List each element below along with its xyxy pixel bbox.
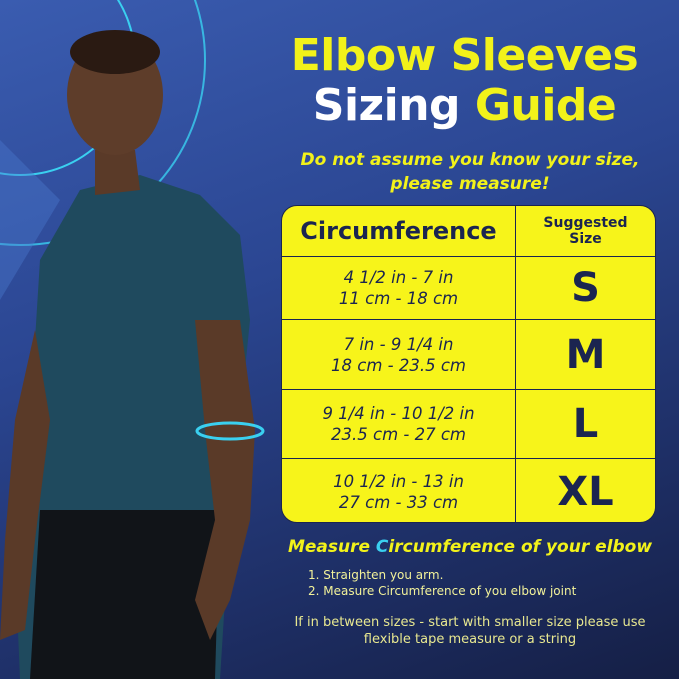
shorts bbox=[30, 510, 220, 679]
range-in: 9 1/4 in - 10 1/2 in bbox=[322, 404, 475, 423]
note-line: If in between sizes - start with smaller… bbox=[294, 615, 646, 630]
size-cell: XL bbox=[557, 468, 614, 515]
range-in: 4 1/2 in - 7 in bbox=[343, 268, 454, 287]
range-cell: 4 1/2 in - 7 in 11 cm - 18 cm bbox=[282, 257, 516, 319]
range-cell: 9 1/4 in - 10 1/2 in 23.5 cm - 27 cm bbox=[282, 390, 516, 458]
table-row: 9 1/4 in - 10 1/2 in 23.5 cm - 27 cm L bbox=[282, 389, 655, 458]
header-size-line: Size bbox=[569, 231, 602, 247]
range-cm: 23.5 cm - 27 cm bbox=[331, 425, 466, 444]
range-cm: 18 cm - 23.5 cm bbox=[331, 355, 466, 375]
size-cell: L bbox=[572, 401, 599, 447]
arm bbox=[195, 320, 255, 640]
decor-arc bbox=[0, 0, 206, 246]
steps-list: 1. Straighten you arm. 2. Measure Circumf… bbox=[308, 567, 576, 599]
table-row: 7 in - 9 1/4 in 18 cm - 23.5 cm M bbox=[282, 319, 655, 389]
range-in: 10 1/2 in - 13 in bbox=[333, 471, 464, 491]
note-line: flexible tape measure or a string bbox=[363, 632, 577, 647]
subtitle-line: Do not assume you know your size, bbox=[300, 150, 640, 170]
step-item: 1. Straighten you arm. bbox=[308, 568, 444, 582]
range-cell: 7 in - 9 1/4 in 18 cm - 23.5 cm bbox=[282, 320, 516, 389]
measure-heading: Measure Circumference of your elbow bbox=[270, 537, 670, 557]
range-in: 7 in - 9 1/4 in bbox=[343, 334, 454, 354]
title-yellow: Guide bbox=[474, 80, 617, 131]
table-row: 10 1/2 in - 13 in 27 cm - 33 cm XL bbox=[282, 458, 655, 522]
size-cell: S bbox=[571, 265, 600, 311]
range-cm: 11 cm - 18 cm bbox=[338, 289, 459, 308]
table-row: 4 1/2 in - 7 in 11 cm - 18 cm S bbox=[282, 256, 655, 319]
table-header: Circumference Suggested Size bbox=[282, 206, 655, 256]
title-line2: Sizing Guide bbox=[250, 80, 679, 131]
measure-ring-icon bbox=[195, 421, 265, 441]
title-white: Sizing bbox=[312, 80, 475, 131]
step-item: 2. Measure Circumference of you elbow jo… bbox=[308, 584, 577, 598]
range-cm: 27 cm - 33 cm bbox=[338, 492, 459, 512]
header-circumference: Circumference bbox=[282, 206, 516, 256]
size-table: Circumference Suggested Size 4 1/2 in - 7… bbox=[281, 205, 656, 523]
measure-prefix: Measure bbox=[287, 537, 376, 557]
header-size: Suggested Size bbox=[516, 206, 655, 256]
subtitle-line: please measure! bbox=[390, 174, 550, 194]
title-line1: Elbow Sleeves bbox=[290, 30, 639, 81]
range-cell: 10 1/2 in - 13 in 27 cm - 33 cm bbox=[282, 459, 516, 522]
subtitle: Do not assume you know your size, please … bbox=[270, 148, 670, 196]
size-cell: M bbox=[565, 331, 606, 378]
arm bbox=[0, 330, 50, 640]
measure-rest: ircumference of your elbow bbox=[388, 537, 653, 557]
header-size-line: Suggested bbox=[543, 215, 628, 231]
measure-highlight: C bbox=[375, 537, 389, 557]
sizing-note: If in between sizes - start with smaller… bbox=[270, 614, 670, 648]
